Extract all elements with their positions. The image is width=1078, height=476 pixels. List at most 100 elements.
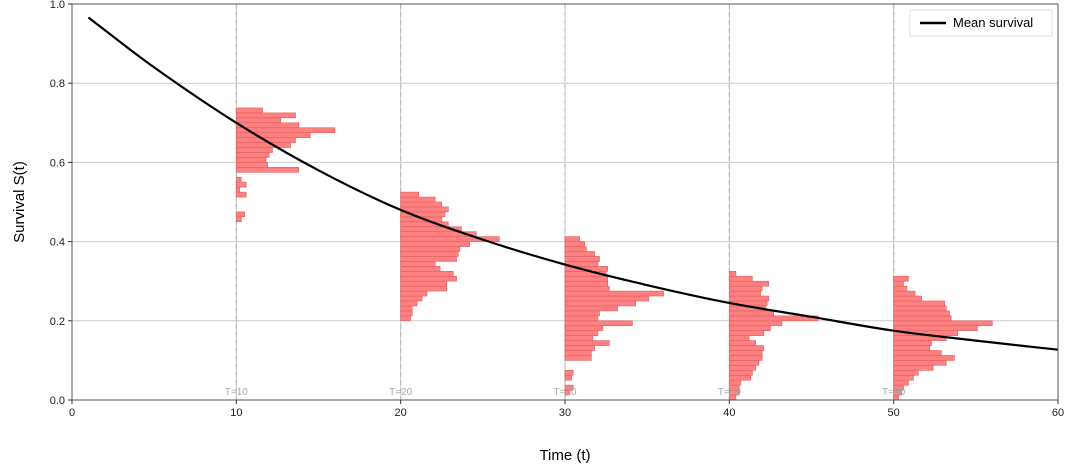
histogram-2-bar-32 — [564, 236, 581, 242]
histogram-3-bar-14 — [729, 325, 771, 331]
histogram-0-bar-10 — [236, 167, 300, 173]
histogram-0-bar-0 — [236, 216, 242, 223]
histogram-1-bar-1 — [400, 310, 413, 317]
time-marker-label-2: T=30 — [553, 387, 577, 398]
histograms — [236, 107, 993, 401]
y-tick-label-4: 0.8 — [50, 78, 65, 90]
histogram-2-bar-11 — [564, 340, 610, 346]
histogram-3-bar-6 — [729, 365, 756, 371]
y-tick-label-2: 0.4 — [50, 237, 65, 249]
histogram-2-bar-31 — [564, 241, 586, 247]
histogram-4-bar-24 — [893, 275, 909, 282]
histogram-0-bar-11 — [236, 162, 268, 168]
histogram-3-bar-4 — [729, 374, 751, 381]
histogram-4-bar-11 — [893, 340, 932, 346]
histogram-0-bar-8 — [236, 176, 242, 183]
histogram-1-bar-23 — [400, 201, 443, 208]
histogram-2-bar-4 — [564, 374, 572, 381]
histogram-2-bar-19 — [564, 300, 636, 307]
histogram-1-bar-13 — [400, 251, 459, 257]
histogram-0-bar-1 — [236, 211, 245, 218]
histogram-2-bar-23 — [564, 280, 609, 287]
histogram-0-bar-14 — [236, 147, 273, 153]
x-axis-ticks: 0 10 20 30 40 50 60 — [69, 400, 1064, 419]
y-axis-title: Survival S(t) — [11, 161, 28, 243]
time-marker-label-3: T=40 — [718, 387, 742, 398]
histogram-2-bar-18 — [564, 305, 618, 312]
legend: Mean survival — [909, 9, 1053, 37]
histogram-2-bar-22 — [564, 285, 610, 292]
histogram-1-bar-0 — [400, 315, 411, 322]
x-axis-title: Time (t) — [539, 447, 590, 464]
histogram-1-bar-7 — [400, 280, 447, 287]
histogram-1-bar-10 — [400, 266, 441, 272]
histogram-4-bar-22 — [893, 285, 908, 292]
histogram-1-bar-2 — [400, 305, 413, 312]
histogram-0-bar-6 — [236, 186, 240, 193]
histogram-0-bar-17 — [236, 132, 311, 138]
histogram-4-bar-6 — [893, 365, 934, 371]
histogram-3-bar-12 — [729, 335, 750, 341]
histogram-3-bar-13 — [729, 330, 765, 336]
histogram-2-bar-9 — [564, 350, 592, 356]
histogram-3-bar-10 — [729, 345, 765, 351]
histogram-2-bar-15 — [564, 320, 633, 327]
histogram-4-bar-9 — [893, 350, 942, 356]
x-tick-label-0: 0 — [69, 407, 75, 419]
histogram-4-bar-18 — [893, 305, 947, 312]
histogram-4-bar-4 — [893, 374, 914, 381]
histogram-1-bar-22 — [400, 206, 449, 213]
histogram-3-bar-24 — [729, 275, 753, 282]
x-tick-label-2: 20 — [395, 407, 407, 419]
histogram-2-bar-8 — [564, 355, 592, 361]
histogram-2-bar-30 — [564, 246, 587, 252]
histogram-0-bar-5 — [236, 191, 247, 198]
histogram-2-bar-12 — [564, 335, 594, 341]
histogram-0-bar-7 — [236, 181, 247, 188]
legend-label-mean-survival: Mean survival — [953, 15, 1033, 30]
x-tick-label-4: 40 — [723, 407, 735, 419]
time-marker-label-0: T=10 — [225, 387, 249, 398]
histogram-1-bar-14 — [400, 246, 461, 252]
histogram-4-bar-7 — [893, 360, 947, 366]
histogram-3-bar-5 — [729, 369, 753, 376]
histogram-2-bar-17 — [564, 310, 600, 317]
histogram-3-bar-22 — [729, 285, 763, 292]
x-tick-label-1: 10 — [230, 407, 242, 419]
histogram-4-bar-19 — [893, 300, 945, 307]
histogram-3-bar-21 — [729, 290, 761, 297]
histogram-1-bar-11 — [400, 261, 436, 267]
histogram-1-bar-8 — [400, 275, 457, 282]
histogram-4-bar-14 — [893, 325, 978, 331]
histogram-2-bar-24 — [564, 275, 609, 282]
histogram-1-bar-6 — [400, 285, 447, 292]
histogram-2-bar-10 — [564, 345, 595, 351]
histogram-4-bar-16 — [893, 315, 952, 322]
histogram-2-bar-29 — [564, 251, 595, 257]
histogram-3-bar-3 — [729, 379, 742, 386]
histogram-2-bar-14 — [564, 325, 604, 331]
histogram-2-bar-13 — [564, 330, 599, 336]
histogram-3-bar-20 — [729, 295, 770, 302]
histogram-0-bar-21 — [236, 112, 296, 119]
time-markers: T=10 T=20 T=30 T=40 T=50 — [225, 387, 906, 398]
x-tick-label-3: 30 — [559, 407, 571, 419]
histogram-4-bar-23 — [893, 280, 904, 287]
y-tick-label-0: 0.0 — [50, 395, 65, 407]
histogram-0-bar-15 — [236, 142, 291, 148]
y-tick-label-5: 1.0 — [50, 0, 65, 11]
time-marker-label-1: T=20 — [389, 387, 413, 398]
histogram-2-bar-20 — [564, 295, 650, 302]
histogram-3-bar-23 — [729, 280, 770, 287]
histogram-3-bar-25 — [729, 270, 737, 277]
histogram-3-bar-9 — [729, 350, 763, 356]
histogram-4-bar-3 — [893, 379, 909, 386]
histogram-1-bar-5 — [400, 290, 428, 297]
histogram-4-bar-5 — [893, 369, 919, 376]
histogram-3-bar-15 — [729, 320, 783, 327]
y-tick-label-3: 0.6 — [50, 157, 65, 169]
histogram-4-bar-17 — [893, 310, 950, 317]
histogram-1-bar-15 — [400, 241, 470, 247]
histogram-4-bar-10 — [893, 345, 931, 351]
histogram-0-bar-12 — [236, 157, 267, 163]
